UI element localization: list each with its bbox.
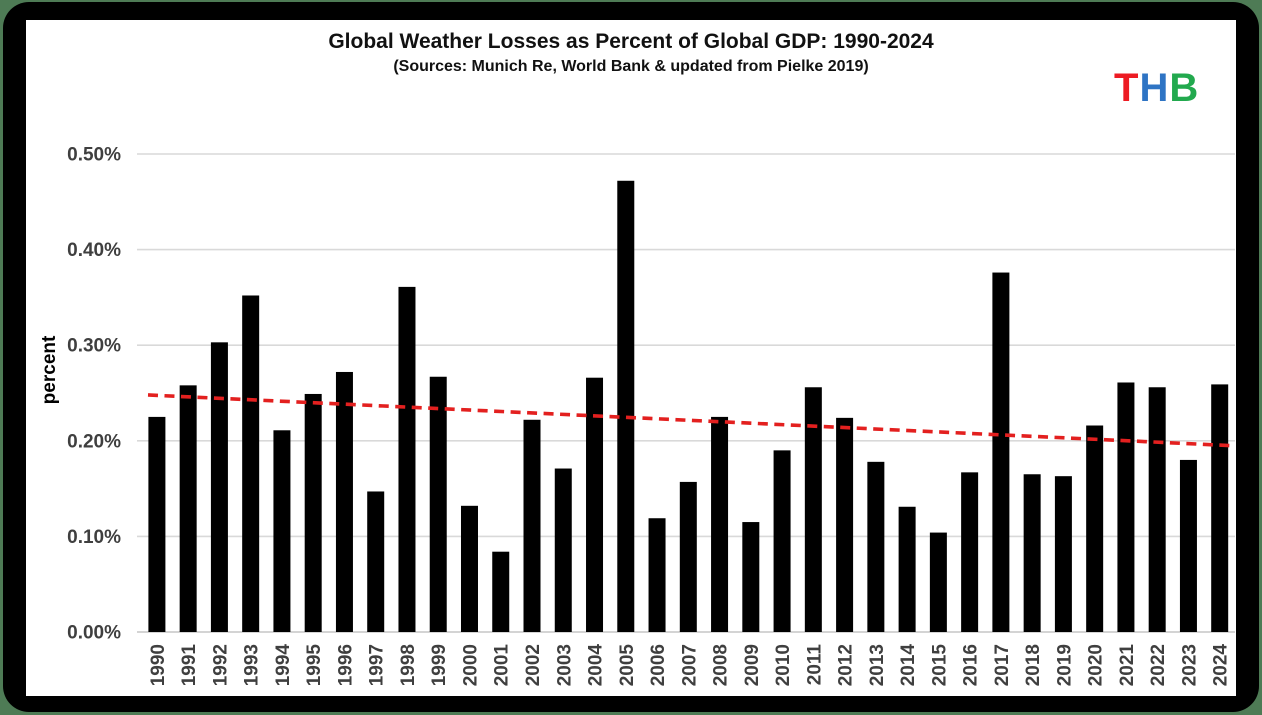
x-tick-label: 2016 [961,644,982,686]
x-tick-label: 1993 [242,644,263,686]
bar-1995 [304,393,322,632]
bar-2022 [1148,387,1166,632]
x-tick-label: 2024 [1211,644,1232,687]
bar-2000 [460,505,478,632]
bar-chart-canvas: 0.00% 0.10% 0.20% 0.30% 0.40% 0.50% percent 199… [39,145,1235,687]
bar-2015 [929,532,947,632]
x-tick-label: 1997 [367,644,388,686]
x-tick-label: 2019 [1054,644,1075,686]
bar-2023 [1179,459,1197,632]
y-tick-label: 0.30% [67,336,121,357]
bar-1991 [179,385,197,632]
x-tick-label: 2008 [711,644,732,686]
x-tick-label: 2018 [1023,644,1044,686]
x-tick-label: 1999 [429,644,450,686]
x-tick-label: 2013 [867,644,888,686]
bar-2021 [1117,382,1135,632]
y-tick-label: 0.00% [67,623,121,644]
x-tick-label: 2000 [460,644,481,686]
logo-letter: T [1114,66,1140,110]
bar-2013 [867,461,885,632]
x-tick-label: 2020 [1086,644,1107,686]
bar-2010 [773,450,791,632]
x-tick-label: 1991 [179,644,200,687]
bar-2004 [586,377,604,632]
x-tick-label: 1990 [148,644,169,686]
y-tick-label: 0.20% [67,431,121,452]
bar-2016 [961,472,979,632]
bar-1999 [429,376,447,632]
bar-1994 [273,430,291,632]
x-tick-label: 2006 [648,644,669,686]
bar-2014 [898,506,916,632]
y-tick-label: 0.50% [67,145,121,166]
bar-2024 [1211,384,1229,632]
logo-letter: H [1139,66,1170,110]
x-tick-label: 1996 [335,644,356,686]
x-tick-label: 1995 [304,644,325,687]
bar-2008 [711,416,729,632]
bar-2003 [554,468,572,632]
x-tick-label: 2012 [836,644,857,686]
bar-2009 [742,522,760,632]
x-tick-label: 2007 [679,644,700,686]
bar-2018 [1023,474,1041,632]
chart-frame: Global Weather Losses as Percent of Glob… [3,2,1259,712]
bar-1998 [398,286,416,632]
bar-2002 [523,419,541,632]
x-tick-label: 2022 [1148,644,1169,686]
bar-2019 [1054,476,1072,632]
y-axis-title: percent [39,335,60,404]
x-tick-label: 2017 [992,644,1013,686]
chart-panel: Global Weather Losses as Percent of Glob… [26,20,1236,696]
thb-logo: THB [1114,68,1199,108]
x-tick-label: 2023 [1179,644,1200,686]
bar-2007 [679,481,697,632]
y-tick-label: 0.10% [67,527,121,548]
x-tick-label: 2001 [492,644,513,687]
bar-2005 [617,180,635,632]
bar-2001 [492,551,510,632]
bar-2020 [1086,425,1104,632]
x-tick-label: 2021 [1117,644,1138,687]
x-tick-label: 2004 [586,644,607,687]
x-tick-label: 2005 [617,644,638,687]
bar-1996 [335,371,353,632]
x-tick-label: 2002 [523,644,544,686]
bar-1993 [242,295,260,632]
x-tick-label: 2003 [554,644,575,686]
x-tick-label: 1992 [210,644,231,686]
x-tick-label: 2011 [804,644,825,686]
x-tick-label: 2014 [898,644,919,687]
x-tick-label: 2010 [773,644,794,686]
y-tick-label: 0.40% [67,240,121,261]
x-tick-label: 1994 [273,644,294,687]
bar-1997 [367,491,385,632]
x-tick-label: 2015 [929,644,950,687]
x-tick-label: 2009 [742,644,763,686]
logo-letter: B [1169,66,1200,110]
bar-1990 [148,416,166,632]
bar-2011 [804,387,822,632]
x-tick-label: 1998 [398,644,419,686]
bar-2006 [648,518,666,632]
chart-subtitle: (Sources: Munich Re, World Bank & update… [393,58,869,75]
chart-title: Global Weather Losses as Percent of Glob… [328,30,934,53]
bar-2017 [992,272,1010,632]
bar-2012 [836,417,854,632]
bar-1992 [210,342,228,632]
